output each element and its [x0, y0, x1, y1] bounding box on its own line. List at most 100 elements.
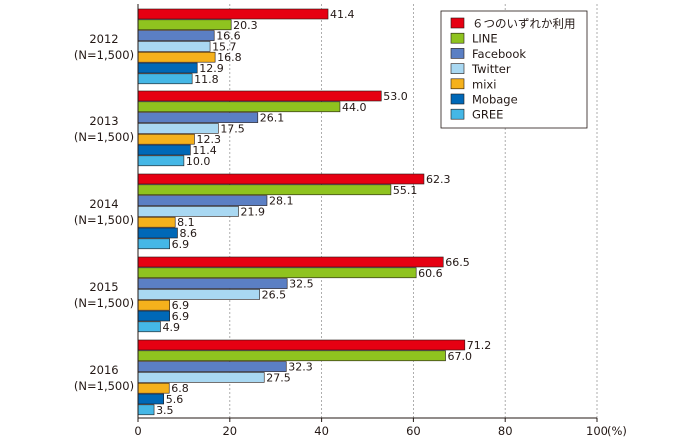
category-label-sample: (N=1,500)	[74, 213, 134, 227]
bar	[137, 144, 191, 156]
axis-layer: 0 20 40 60 80 100 (%) 2012 (N=1,500) 2013 (N=1,500…	[74, 4, 627, 438]
data-label: 28.1	[269, 195, 294, 208]
legend-label: GREE	[472, 108, 503, 122]
bar	[137, 278, 288, 289]
bar-layer	[137, 8, 466, 416]
bar	[137, 289, 260, 300]
bar	[137, 339, 466, 351]
category-label-sample: (N=1,500)	[74, 296, 134, 310]
legend-label: mixi	[472, 77, 496, 91]
bar	[137, 90, 382, 102]
bar	[137, 19, 232, 31]
data-label: 27.5	[266, 371, 291, 384]
legend-swatch	[450, 48, 465, 59]
bar	[137, 350, 446, 362]
bar	[137, 227, 178, 239]
data-label: 8.6	[179, 227, 197, 240]
data-label: 11.8	[194, 73, 219, 86]
data-label: 26.1	[260, 112, 285, 125]
legend-label: Mobage	[472, 93, 518, 107]
bar	[137, 112, 259, 123]
data-label: 12.3	[196, 133, 221, 146]
legend-label: LINE	[472, 32, 498, 46]
data-label: 60.6	[418, 267, 443, 280]
x-tick-label: 20	[222, 424, 237, 438]
bar	[137, 393, 165, 405]
data-label: 11.4	[192, 144, 217, 157]
bar	[137, 238, 170, 250]
data-label: 6.8	[171, 382, 189, 395]
x-tick-label: 0	[134, 424, 141, 438]
data-label: 16.6	[216, 30, 241, 43]
legend-swatch	[450, 108, 465, 120]
data-label: 67.0	[448, 350, 473, 363]
data-label: 53.0	[383, 90, 408, 103]
bar	[137, 30, 215, 41]
legend-swatch	[450, 78, 465, 90]
bar	[137, 310, 170, 322]
x-tick-label: 100	[586, 424, 608, 438]
legend-label: Twitter	[471, 62, 511, 76]
category-label-sample: (N=1,500)	[74, 379, 134, 393]
x-tick-label: 40	[314, 424, 329, 438]
bar	[137, 41, 211, 52]
bar	[137, 123, 219, 134]
legend-label: Facebook	[472, 47, 526, 61]
legend-label: ６つのいずれか利用	[472, 17, 576, 31]
bar	[137, 101, 341, 113]
data-label: 32.5	[289, 278, 314, 291]
bar	[137, 8, 329, 20]
data-label: 62.3	[426, 173, 451, 186]
bar	[137, 173, 425, 185]
category-label-year: 2014	[89, 197, 118, 211]
data-label: 5.6	[166, 393, 184, 406]
bar	[137, 155, 185, 167]
x-unit-label: (%)	[607, 424, 627, 438]
legend-box	[440, 10, 588, 129]
bar	[137, 267, 417, 279]
bar	[137, 216, 176, 228]
bar	[137, 382, 170, 394]
x-tick-label: 80	[498, 424, 513, 438]
data-label: 32.3	[288, 361, 313, 374]
bar	[137, 62, 198, 74]
data-label: 16.8	[217, 51, 242, 64]
x-tick-label: 60	[406, 424, 421, 438]
data-label: 6.9	[172, 238, 190, 251]
data-label: 10.0	[186, 155, 211, 168]
bar	[137, 195, 268, 206]
bar	[137, 361, 287, 372]
bar	[137, 73, 193, 85]
legend-swatch	[450, 63, 465, 74]
data-label: 71.2	[467, 339, 492, 352]
category-label-sample: (N=1,500)	[74, 130, 134, 144]
legend-swatch	[450, 93, 465, 105]
data-label: 15.7	[212, 40, 237, 53]
data-label: 41.4	[330, 8, 355, 21]
data-label: 26.5	[262, 288, 287, 301]
category-label-year: 2012	[89, 32, 118, 46]
bar	[137, 133, 195, 145]
label-layer: 41.4 20.316.615.716.812.911.8 53.0 44.0 26.1…	[156, 8, 491, 417]
data-label: 6.9	[172, 299, 190, 312]
data-label: 17.5	[220, 122, 245, 135]
data-label: 44.0	[342, 101, 367, 114]
bar	[137, 404, 155, 416]
data-label: 3.5	[156, 404, 174, 417]
category-label-year: 2015	[89, 280, 118, 294]
bar	[137, 256, 444, 268]
data-label: 8.1	[177, 216, 195, 229]
data-label: 6.9	[172, 310, 190, 323]
bar	[137, 51, 216, 63]
bar	[137, 299, 170, 311]
data-label: 4.9	[162, 321, 180, 334]
bar	[137, 321, 161, 333]
bar	[137, 206, 239, 217]
category-label-year: 2016	[89, 363, 118, 377]
legend-swatch	[450, 17, 465, 29]
bar	[137, 184, 392, 196]
data-label: 12.9	[199, 62, 224, 75]
data-label: 66.5	[445, 256, 470, 269]
